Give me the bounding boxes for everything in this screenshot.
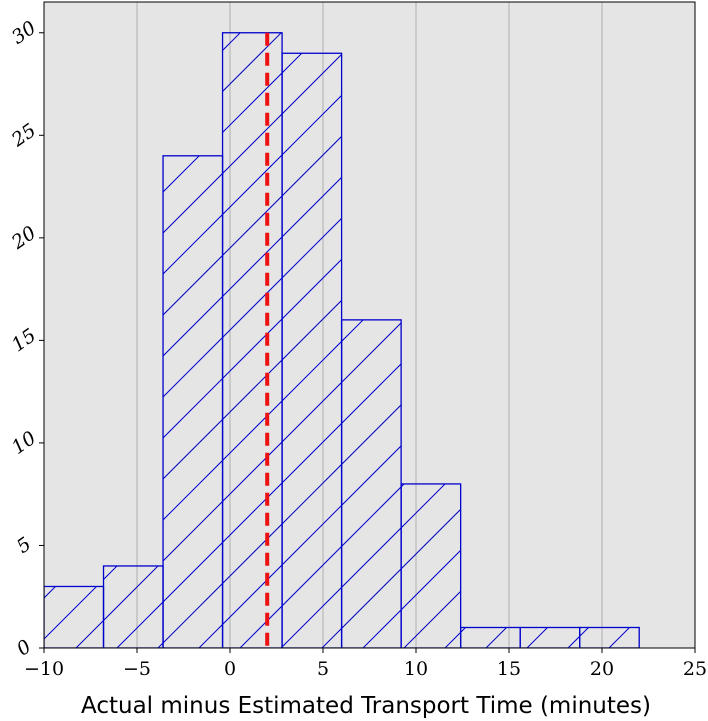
axis-ticks [39, 32, 696, 653]
x-tick-label: 10 [404, 658, 428, 680]
y-tick-label: 10 [8, 427, 40, 459]
x-tick-label: −10 [24, 658, 64, 680]
bar-hatch [341, 319, 402, 648]
y-tick-label: 5 [13, 533, 36, 558]
x-tick-labels: −10 −5 0 5 10 15 20 25 [24, 658, 707, 680]
bar-hatch [401, 483, 461, 648]
x-axis-title: Actual minus Estimated Transport Time (m… [81, 693, 651, 719]
x-tick-label: −5 [123, 658, 151, 680]
y-tick-label: 15 [8, 324, 40, 356]
bar-outline [579, 626, 640, 648]
histogram-bar [579, 626, 640, 648]
y-tick-label: 20 [7, 222, 40, 254]
x-tick-label: 15 [497, 658, 521, 680]
y-tick-labels: 0 5 10 15 20 25 30 [7, 17, 40, 661]
y-tick-label: 25 [7, 119, 40, 151]
y-tick-label: 0 [13, 636, 36, 661]
bar-hatch [282, 53, 342, 648]
x-tick-label: 5 [317, 658, 329, 680]
x-tick-label: 25 [683, 658, 707, 680]
plot-background [44, 2, 695, 648]
y-tick-label: 30 [8, 17, 40, 49]
x-tick-label: 20 [590, 658, 614, 680]
bar-hatch [163, 155, 223, 648]
x-tick-label: 0 [224, 658, 236, 680]
plot-frame [43, 1, 696, 649]
histogram-bars [44, 32, 640, 648]
x-gridlines [136, 2, 603, 648]
